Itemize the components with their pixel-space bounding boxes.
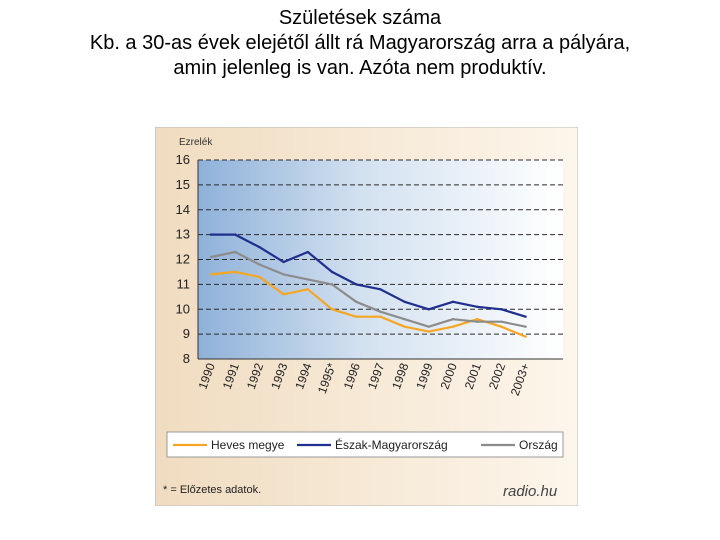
- legend: Heves megye Észak-Magyarország Ország: [173, 437, 558, 452]
- data-point: [524, 325, 527, 328]
- data-point: [258, 263, 261, 266]
- data-point: [330, 283, 334, 286]
- data-point: [234, 270, 237, 274]
- data-point: [476, 318, 479, 321]
- legend-label: Észak-Magyarország: [335, 437, 448, 452]
- data-point: [306, 288, 309, 291]
- data-point: [500, 320, 503, 323]
- data-point: [355, 315, 358, 318]
- data-point: [282, 260, 285, 264]
- data-point: [330, 270, 334, 274]
- data-point: [427, 325, 430, 328]
- title-block: Születések száma Kb. a 30-as évek elejét…: [0, 6, 720, 81]
- data-point: [451, 300, 455, 303]
- data-point: [306, 278, 309, 281]
- legend-label: Heves megye: [211, 438, 285, 452]
- y-axis-unit-label: Ezrelék: [179, 137, 213, 148]
- y-tick-label: 15: [176, 177, 190, 192]
- legend-label: Ország: [519, 438, 558, 452]
- grid-layer: [197, 159, 563, 360]
- series-line: [210, 250, 526, 328]
- y-tick-label: 12: [176, 252, 190, 267]
- data-point: [234, 233, 237, 236]
- data-point: [258, 275, 261, 279]
- data-point: [403, 300, 406, 303]
- chart-subtitle-line-2: amin jelenleg is van. Azóta nem produktí…: [173, 57, 547, 79]
- data-point: [427, 330, 430, 333]
- data-point: [209, 233, 213, 236]
- y-tick-label: 9: [183, 326, 190, 341]
- data-point: [500, 308, 503, 311]
- footnote: * = Előzetes adatok.: [163, 484, 261, 496]
- data-point: [427, 308, 430, 311]
- data-point: [234, 250, 237, 254]
- y-tick-label: 14: [176, 202, 190, 217]
- y-tick-labels: 8 9 10 11 12 13 14 15 16: [176, 152, 190, 366]
- series-line: [211, 233, 526, 318]
- data-point: [379, 310, 382, 313]
- data-point: [403, 318, 406, 321]
- y-tick-label: 10: [176, 301, 190, 316]
- data-point: [282, 273, 285, 276]
- data-point: [258, 245, 261, 249]
- data-point: [379, 288, 382, 291]
- series-layer: [209, 233, 527, 338]
- data-point: [476, 320, 479, 323]
- chart-panel: 8 9 10 11 12 13 14 15 16 1990 1991 1992 1993 1994 199…: [155, 127, 578, 506]
- chart-subtitle-line-1: Kb. a 30-as évek elejétől állt rá Magyar…: [89, 32, 631, 54]
- data-point: [451, 325, 455, 328]
- data-point: [451, 318, 455, 321]
- data-point: [355, 283, 358, 286]
- data-point: [476, 305, 479, 308]
- y-tick-label: 11: [177, 276, 191, 291]
- data-point: [524, 335, 527, 338]
- data-point: [403, 325, 406, 328]
- data-point: [209, 255, 213, 259]
- data-point: [330, 308, 334, 311]
- data-point: [306, 250, 309, 254]
- y-tick-label: 8: [183, 351, 190, 366]
- chart-title: Születések száma: [278, 7, 442, 29]
- data-point: [282, 293, 285, 296]
- y-tick-label: 16: [176, 152, 190, 167]
- data-point: [355, 300, 358, 303]
- y-tick-label: 13: [176, 227, 190, 242]
- data-point: [379, 315, 382, 318]
- data-point: [500, 325, 503, 328]
- data-point: [209, 273, 213, 276]
- data-point: [524, 315, 527, 318]
- brand-logo: radio.hu: [503, 483, 558, 500]
